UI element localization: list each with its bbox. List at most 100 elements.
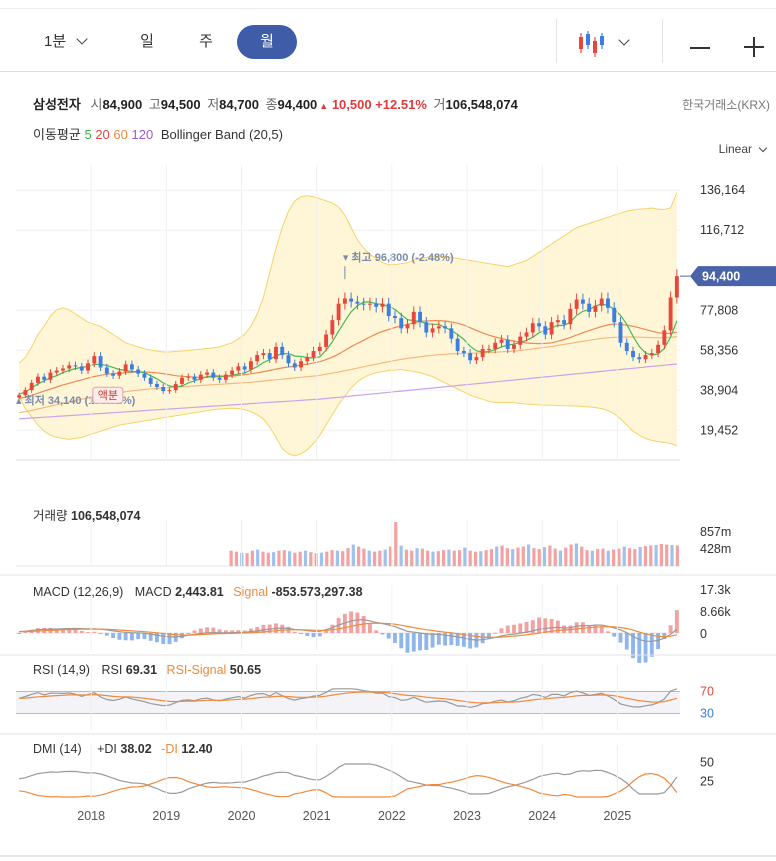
candle-body: [668, 297, 673, 331]
x-tick-label: 2019: [152, 809, 180, 823]
volume-bar: [516, 547, 520, 566]
volume-bar: [537, 549, 541, 566]
macd-histogram-bar: [129, 633, 134, 641]
volume-bar: [399, 545, 403, 566]
scale-select[interactable]: Linear: [719, 142, 768, 156]
macd-signal-value: -853.573,297.38: [271, 585, 363, 599]
tab-day[interactable]: 일: [140, 33, 154, 50]
volume-bar: [489, 549, 494, 566]
candle-body: [399, 318, 404, 329]
macd-histogram-bar: [349, 611, 354, 633]
candle-body: [374, 303, 379, 307]
macd-histogram-bar: [436, 633, 441, 645]
volume-bar: [330, 550, 334, 566]
macd-histogram-bar: [386, 633, 391, 639]
macd-histogram-bar: [593, 624, 598, 633]
minus-icon[interactable]: [690, 47, 710, 49]
change-pct: +12.51%: [375, 97, 427, 112]
bollinger-label: Bollinger Band (20,5): [160, 127, 283, 142]
candle-body: [92, 356, 97, 364]
candlestick-icon[interactable]: [576, 29, 606, 59]
macd-histogram-bar: [430, 633, 435, 648]
candle-body: [242, 366, 247, 370]
candle-body: [155, 383, 159, 387]
candle-body: [29, 382, 34, 391]
macd-histogram-bar: [562, 625, 567, 633]
macd-histogram-bar: [330, 624, 335, 633]
pdi-line: [18, 763, 678, 795]
macd-histogram-bar: [305, 633, 310, 636]
macd-histogram-bar: [455, 633, 460, 646]
volume-bar: [580, 546, 584, 566]
rsi-title: RSI (14,9): [33, 663, 90, 677]
interval-select[interactable]: 1분: [44, 25, 104, 59]
candle-body: [61, 368, 65, 371]
mdi-label: -DI: [161, 742, 178, 756]
volume-bar: [649, 545, 653, 566]
change-value: 10,500: [331, 97, 372, 112]
candle-body: [236, 366, 241, 371]
stock-name: 삼성전자: [33, 97, 81, 112]
volume-bar: [234, 551, 239, 566]
volume-bar: [293, 552, 297, 566]
rsi-label: RSI: [101, 663, 123, 677]
bollinger-upper-line: [18, 192, 678, 364]
candle-body: [173, 383, 178, 391]
macd-histogram-bar: [493, 632, 498, 634]
macd-histogram-bar: [499, 628, 504, 633]
rsi-tick-label: 30: [700, 707, 714, 721]
macd-histogram-bar: [668, 625, 673, 633]
plus-icon[interactable]: [744, 37, 764, 57]
macd-histogram-bar: [662, 633, 667, 639]
candle-body: [424, 322, 429, 333]
candle-body: [54, 370, 59, 373]
ma-120: 120: [131, 127, 154, 142]
macd-histogram-bar: [512, 624, 516, 633]
x-tick-label: 2022: [378, 809, 406, 823]
candle-body: [73, 365, 78, 367]
volume-bar: [442, 550, 446, 566]
candle-body: [624, 342, 629, 351]
macd-histogram-bar: [280, 624, 285, 633]
macd-histogram-bar: [73, 629, 78, 633]
tab-week[interactable]: 주: [199, 33, 213, 50]
volume-bar: [341, 551, 345, 566]
candle-body: [280, 346, 285, 356]
x-tick-label: 2023: [453, 809, 481, 823]
candle-body: [568, 308, 573, 325]
candle-body: [599, 298, 604, 306]
macd-histogram-bar: [242, 630, 247, 633]
volume-bar: [250, 550, 254, 566]
candle-body: [430, 328, 435, 333]
macd-histogram-bar: [23, 631, 28, 633]
candle-body: [299, 361, 303, 368]
macd-legend: MACD (12,26,9) MACD 2,443.81 Signal -853…: [33, 585, 363, 599]
candle-body: [480, 348, 485, 358]
volume-bar: [574, 543, 579, 566]
x-tick-label: 2025: [603, 809, 631, 823]
bollinger-band-fill: [19, 192, 677, 456]
macd-histogram-bar: [142, 633, 147, 640]
macd-histogram-bar: [205, 627, 209, 633]
current-price-label: 94,400: [702, 270, 740, 284]
close-value: 94,400: [277, 97, 318, 112]
macd-histogram-bar: [17, 633, 22, 634]
macd-histogram-bar: [148, 633, 153, 641]
volume-bar: [388, 546, 393, 566]
volume-bar: [266, 552, 270, 566]
volume-bar: [473, 551, 478, 566]
macd-histogram-bar: [606, 631, 610, 633]
macd-histogram-bar: [92, 631, 97, 633]
candle-body: [606, 298, 610, 308]
candle-body: [487, 348, 491, 350]
overlay-legend[interactable]: 이동평균 5 20 60 120 Bollinger Band (20,5): [33, 124, 283, 143]
candle-body: [474, 357, 479, 361]
rsi-legend: RSI (14,9) RSI 69.31 RSI-Signal 50.65: [33, 663, 261, 677]
candle-body: [637, 357, 642, 360]
candle-body: [468, 353, 473, 361]
macd-histogram-bar: [317, 633, 322, 637]
tab-month[interactable]: 월: [237, 25, 297, 59]
volume-bar: [457, 550, 462, 566]
volume-bar: [675, 545, 679, 566]
